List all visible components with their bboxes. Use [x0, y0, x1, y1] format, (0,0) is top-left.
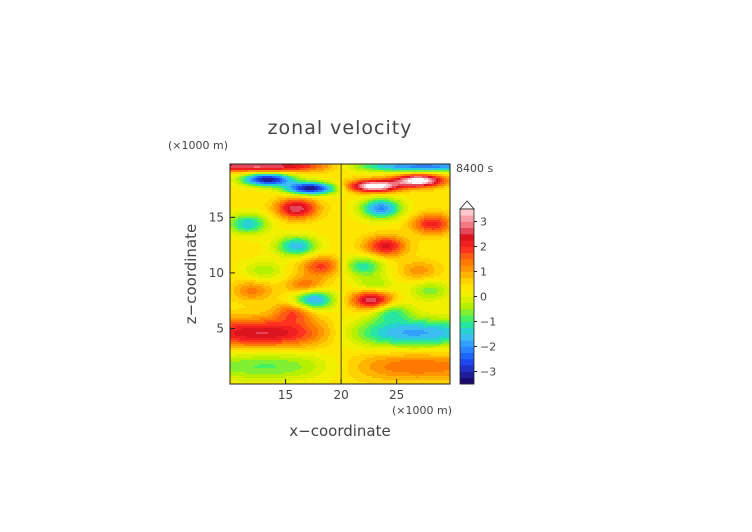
time-label: 8400 s — [456, 162, 493, 175]
chart-title: zonal velocity — [268, 117, 413, 139]
plot-area: 15 20 25 51015 — [209, 164, 451, 402]
contour-fill — [230, 164, 450, 384]
y-unit-label: (×1000 m) — [168, 139, 228, 152]
